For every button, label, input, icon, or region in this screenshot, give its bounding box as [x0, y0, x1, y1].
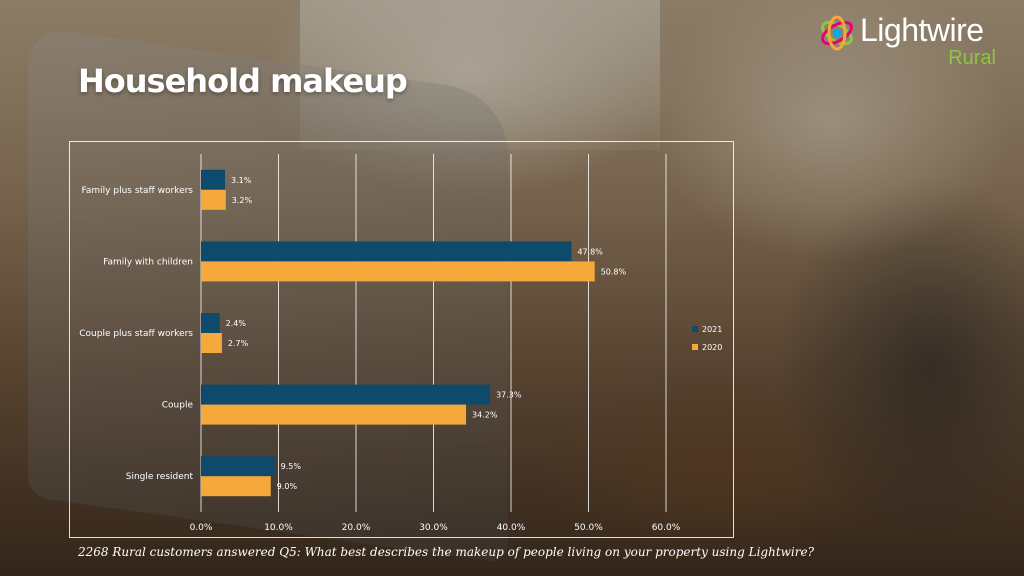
logo-mark-icon: [821, 15, 853, 51]
category-label: Couple plus staff workers: [79, 329, 193, 339]
legend-label: 2021: [702, 325, 722, 334]
bar-chart: 0.0% 10.0% 20.0% 30.0% 40.0% 50.0% 60.0% Family…: [79, 154, 722, 533]
bar-2021: [201, 456, 275, 477]
data-label: 9.0%: [277, 482, 298, 491]
logo-sub: Rural: [948, 47, 996, 69]
logo-name: Lightwire: [860, 12, 984, 48]
bar-2020: [201, 404, 467, 425]
bar-2021: [201, 313, 220, 333]
bar-2021: [201, 169, 226, 190]
data-label: 9.5%: [281, 462, 302, 471]
data-label: 2.7%: [228, 339, 249, 348]
category-label: Family with children: [103, 257, 193, 267]
data-label: 3.1%: [231, 176, 252, 185]
legend-swatch-2020: [692, 344, 698, 350]
bar-2020: [201, 261, 595, 282]
x-tick-label: 20.0%: [342, 523, 371, 533]
bar-2021: [201, 241, 572, 262]
chart-frame: 0.0% 10.0% 20.0% 30.0% 40.0% 50.0% 60.0% Family…: [69, 141, 734, 538]
category-label: Family plus staff workers: [82, 186, 194, 196]
data-label: 34.2%: [472, 411, 498, 420]
x-tick-label: 10.0%: [264, 523, 293, 533]
data-label: 2.4%: [226, 319, 247, 328]
data-label: 37.3%: [496, 391, 522, 400]
category-label: Couple: [162, 401, 194, 411]
bar-2020: [201, 476, 271, 497]
data-label: 3.2%: [232, 196, 253, 205]
x-tick-label: 50.0%: [574, 523, 603, 533]
bar-2020: [201, 333, 222, 353]
x-tick-label: 0.0%: [190, 523, 213, 533]
page-title: Household makeup: [78, 62, 408, 100]
bar-2020: [201, 189, 226, 210]
x-tick-label: 40.0%: [497, 523, 526, 533]
legend-swatch-2021: [692, 326, 698, 332]
data-label: 50.8%: [601, 267, 627, 276]
category-label: Single resident: [126, 472, 194, 482]
x-tick-label: 60.0%: [652, 523, 681, 533]
bar-2021: [201, 384, 491, 405]
window-light: [300, 0, 660, 150]
data-label: 47.8%: [577, 247, 603, 256]
x-tick-label: 30.0%: [419, 523, 448, 533]
lightwire-logo: Lightwire Rural: [818, 12, 1008, 72]
legend-label: 2020: [702, 343, 722, 352]
survey-footnote: 2268 Rural customers answered Q5: What b…: [78, 545, 815, 559]
